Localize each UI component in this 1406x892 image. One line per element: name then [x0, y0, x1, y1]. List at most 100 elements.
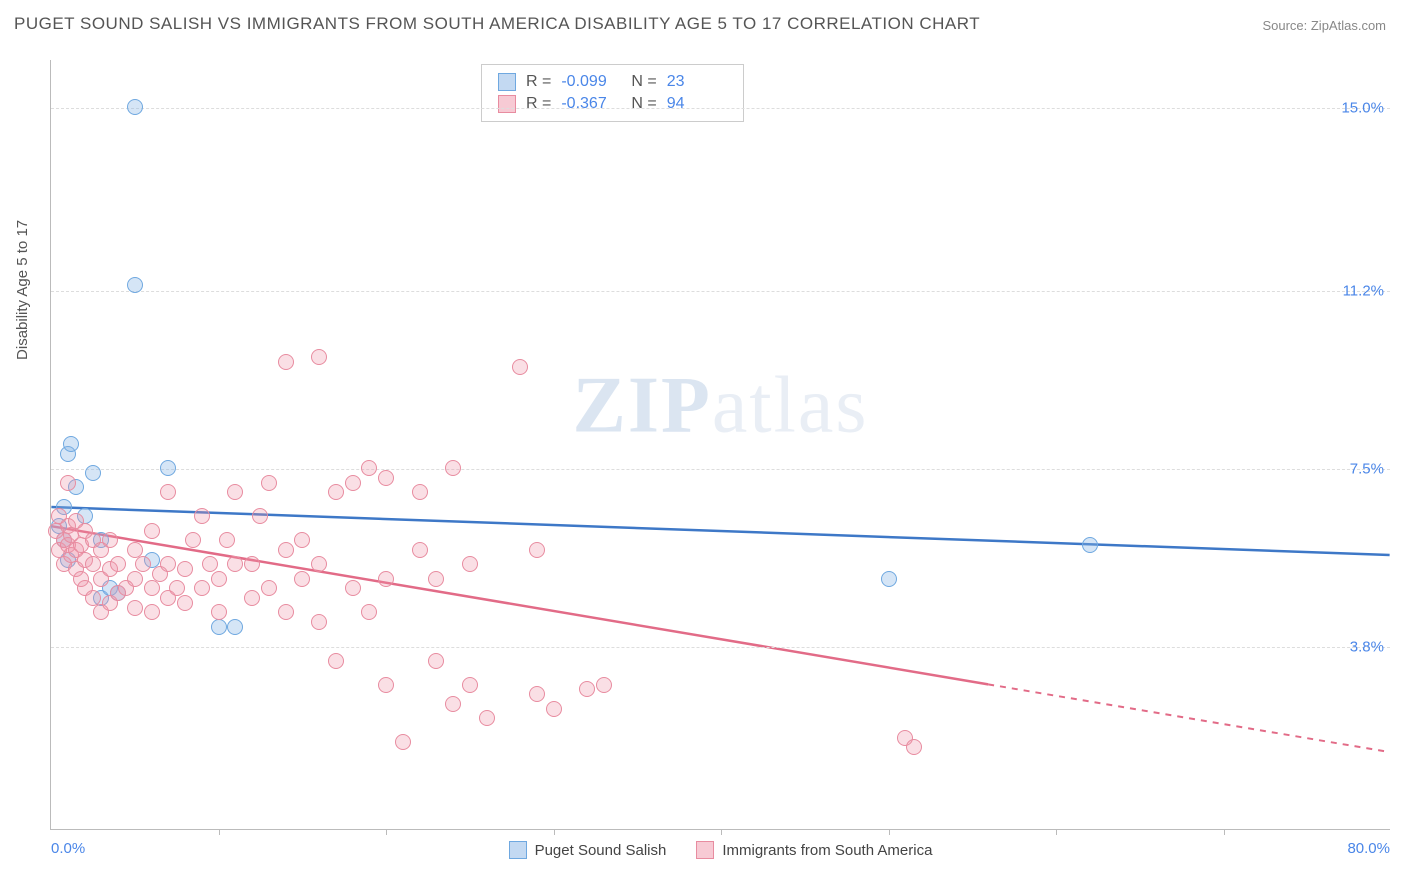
data-point [328, 484, 344, 500]
data-point [361, 460, 377, 476]
data-point [194, 508, 210, 524]
chart-plot-area: ZIPatlas R =-0.099N =23R =-0.367N =94 Pu… [50, 60, 1390, 830]
data-point [127, 277, 143, 293]
data-point [227, 619, 243, 635]
data-point [185, 532, 201, 548]
y-axis-title: Disability Age 5 to 17 [14, 220, 31, 360]
legend-item: Puget Sound Salish [509, 841, 667, 859]
stat-row: R =-0.367N =94 [498, 93, 727, 115]
data-point [144, 580, 160, 596]
data-point [512, 359, 528, 375]
source-attribution: Source: ZipAtlas.com [1262, 18, 1386, 33]
data-point [127, 99, 143, 115]
data-point [219, 532, 235, 548]
data-point [63, 436, 79, 452]
x-axis-min-label: 0.0% [51, 840, 85, 857]
data-point [177, 561, 193, 577]
y-tick-label: 11.2% [1343, 283, 1384, 300]
data-point [169, 580, 185, 596]
data-point [462, 677, 478, 693]
data-point [144, 604, 160, 620]
x-axis-max-label: 80.0% [1347, 840, 1390, 857]
stat-r-label: R = [526, 95, 551, 113]
y-tick-label: 15.0% [1341, 100, 1384, 117]
x-tick [721, 829, 722, 835]
legend-label: Puget Sound Salish [535, 842, 667, 859]
x-tick [889, 829, 890, 835]
stat-r-value: -0.099 [561, 73, 621, 91]
gridline [51, 469, 1390, 470]
data-point [378, 571, 394, 587]
data-point [110, 556, 126, 572]
data-point [378, 470, 394, 486]
data-point [546, 701, 562, 717]
stat-n-value: 94 [667, 95, 727, 113]
data-point [85, 556, 101, 572]
data-point [412, 542, 428, 558]
y-tick-label: 3.8% [1350, 639, 1384, 656]
x-tick [386, 829, 387, 835]
data-point [160, 556, 176, 572]
stat-r-value: -0.367 [561, 95, 621, 113]
x-tick [1056, 829, 1057, 835]
legend-swatch [696, 841, 714, 859]
data-point [278, 542, 294, 558]
data-point [345, 475, 361, 491]
x-tick [219, 829, 220, 835]
x-tick [554, 829, 555, 835]
stat-row: R = -0.099 N = 23 [498, 71, 727, 93]
trend-lines-layer [51, 60, 1390, 829]
legend-swatch [509, 841, 527, 859]
data-point [428, 653, 444, 669]
gridline [51, 108, 1390, 109]
data-point [529, 686, 545, 702]
chart-title: PUGET SOUND SALISH VS IMMIGRANTS FROM SO… [14, 14, 980, 34]
legend-item: Immigrants from South America [696, 841, 932, 859]
data-point [395, 734, 411, 750]
gridline [51, 647, 1390, 648]
data-point [244, 556, 260, 572]
series-swatch [498, 95, 516, 113]
data-point [135, 556, 151, 572]
data-point [85, 465, 101, 481]
data-point [127, 571, 143, 587]
data-point [127, 542, 143, 558]
data-point [881, 571, 897, 587]
data-point [294, 532, 310, 548]
data-point [211, 571, 227, 587]
data-point [412, 484, 428, 500]
legend-label: Immigrants from South America [722, 842, 932, 859]
data-point [278, 354, 294, 370]
x-tick [1224, 829, 1225, 835]
data-point [579, 681, 595, 697]
stat-n-value: 23 [667, 73, 727, 91]
data-point [596, 677, 612, 693]
data-point [160, 460, 176, 476]
data-point [428, 571, 444, 587]
data-point [311, 614, 327, 630]
data-point [445, 696, 461, 712]
data-point [328, 653, 344, 669]
data-point [462, 556, 478, 572]
gridline [51, 291, 1390, 292]
data-point [211, 619, 227, 635]
data-point [906, 739, 922, 755]
data-point [85, 590, 101, 606]
stat-r-label: R = [526, 73, 551, 91]
data-point [311, 349, 327, 365]
data-point [244, 590, 260, 606]
data-point [1082, 537, 1098, 553]
data-point [378, 677, 394, 693]
data-point [445, 460, 461, 476]
data-point [261, 475, 277, 491]
data-point [144, 523, 160, 539]
data-point [345, 580, 361, 596]
data-point [361, 604, 377, 620]
correlation-stats-box: R =-0.099N =23R =-0.367N =94 [481, 64, 744, 122]
data-point [60, 475, 76, 491]
data-point [261, 580, 277, 596]
data-point [252, 508, 268, 524]
stat-n-label: N = [631, 73, 656, 91]
data-point [211, 604, 227, 620]
watermark: ZIPatlas [573, 361, 869, 452]
